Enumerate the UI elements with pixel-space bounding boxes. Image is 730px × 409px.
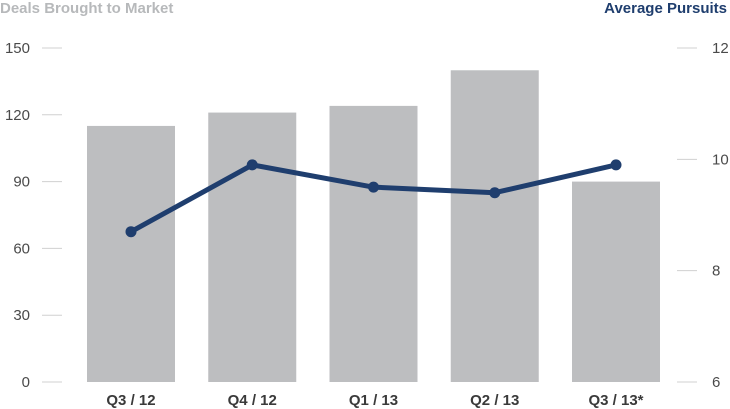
left-tick-label: 0 bbox=[22, 374, 30, 391]
x-tick-label: Q4 / 12 bbox=[228, 392, 277, 409]
line-point bbox=[246, 159, 258, 171]
left-tick-label: 30 bbox=[13, 307, 30, 324]
line-point bbox=[368, 181, 379, 193]
bar bbox=[572, 181, 660, 382]
x-tick-label: Q1 / 13 bbox=[349, 392, 398, 409]
line-point bbox=[610, 159, 622, 171]
bar bbox=[87, 125, 175, 382]
line-point bbox=[489, 187, 501, 199]
bar bbox=[329, 105, 418, 382]
left-tick-label: 90 bbox=[13, 174, 30, 191]
right-tick-label: 8 bbox=[712, 263, 720, 280]
x-tick-label: Q3 / 12 bbox=[106, 392, 155, 409]
left-tick-label: 150 bbox=[5, 40, 30, 57]
left-tick-label: 60 bbox=[13, 240, 30, 257]
left-tick-label: 120 bbox=[5, 107, 30, 124]
right-tick-label: 12 bbox=[712, 40, 729, 57]
left-axis-title: Deals Brought to Market bbox=[0, 0, 174, 17]
right-tick-label: 6 bbox=[712, 374, 720, 391]
x-tick-label: Q3 / 13* bbox=[588, 392, 643, 409]
x-tick-label: Q2 / 13 bbox=[470, 392, 519, 409]
right-tick-label: 10 bbox=[712, 151, 729, 168]
line-point bbox=[125, 226, 137, 238]
right-axis-title: Average Pursuits bbox=[604, 0, 727, 17]
bar bbox=[450, 70, 539, 383]
bar bbox=[208, 112, 297, 382]
